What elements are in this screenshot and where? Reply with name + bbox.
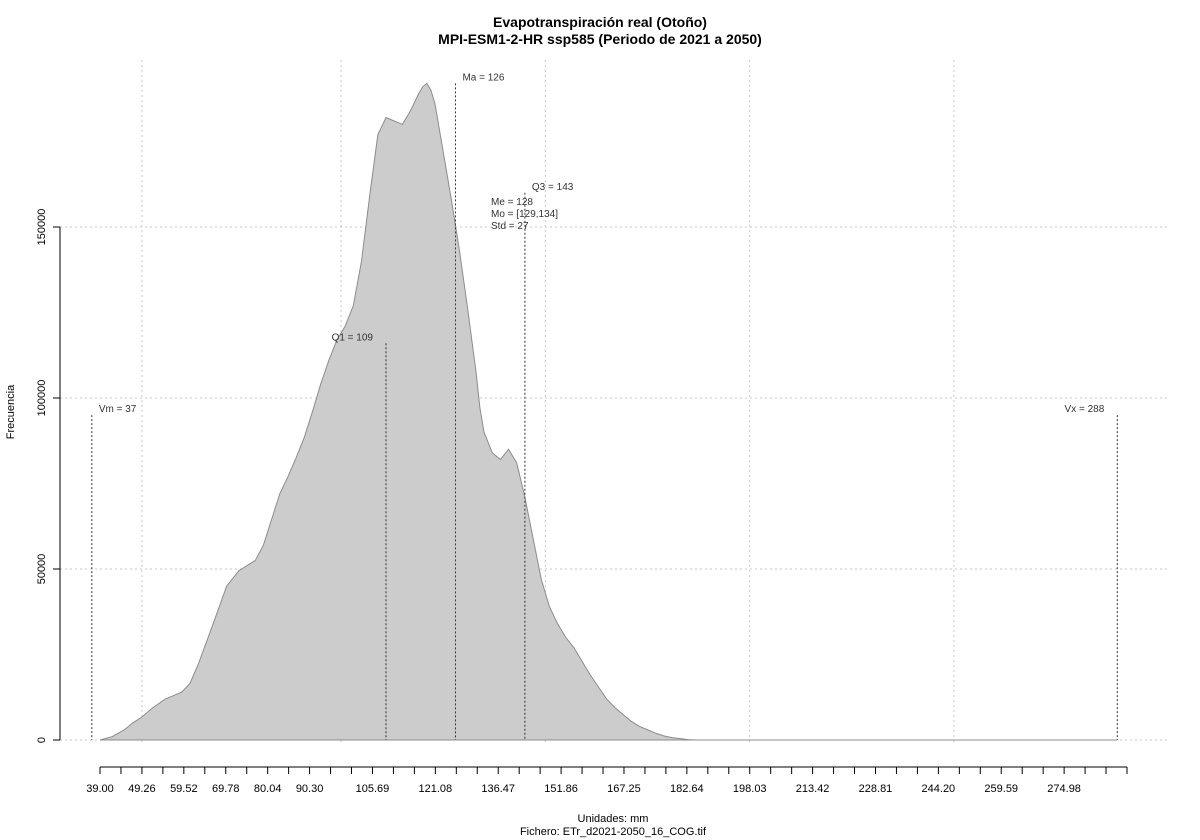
tick-layer: 0 50000 100000 150000 39.00 49.26 59.52 69.78 80…	[36, 209, 1128, 795]
x-tick-label: 136.47	[481, 783, 515, 795]
chart-title: Evapotranspiración real (Otoño)	[493, 14, 707, 30]
y-tick-label: 0	[36, 737, 48, 743]
x-tick-label: 274.98	[1047, 783, 1081, 795]
stat-vline-label: Vm = 37	[99, 404, 137, 415]
stat-vline-label: Q3 = 143	[532, 182, 574, 193]
chart-subtitle: MPI-ESM1-2-HR ssp585 (Periodo de 2021 a …	[438, 31, 762, 47]
x-tick-label: 151.86	[544, 783, 578, 795]
x-axis-label: Unidades: mm	[578, 813, 649, 825]
x-tick-label: 39.00	[86, 783, 114, 795]
y-axis-label: Frecuencia	[5, 384, 17, 439]
x-tick-label: 213.42	[796, 783, 830, 795]
footer-filename: Fichero: ETr_d2021-2050_16_COG.tif	[520, 826, 707, 838]
x-tick-label: 259.59	[984, 783, 1018, 795]
x-tick-label: 121.08	[419, 783, 453, 795]
x-tick-label: 90.30	[296, 783, 324, 795]
stat-vline-label: Ma = 126	[462, 72, 504, 83]
stat-mode: Mo = [129,134]	[491, 209, 558, 220]
x-tick-label: 80.04	[254, 783, 282, 795]
x-tick-label: 228.81	[859, 783, 893, 795]
axis-layer	[59, 227, 1127, 768]
x-tick-label: 182.64	[670, 783, 704, 795]
stats-box: Me = 128 Mo = [129,134] Std = 27	[491, 197, 558, 232]
stat-median: Me = 128	[491, 197, 533, 208]
density-area	[99, 82, 1118, 741]
stat-vline-label: Vx = 288	[1065, 404, 1105, 415]
x-tick-label: 49.26	[128, 783, 156, 795]
x-tick-label: 59.52	[170, 783, 198, 795]
stat-std: Std = 27	[491, 221, 529, 232]
x-tick-label: 69.78	[212, 783, 240, 795]
y-tick-label: 100000	[36, 380, 48, 417]
x-tick-label: 105.69	[356, 783, 390, 795]
stat-vline-label: Q1 = 109	[332, 332, 374, 343]
x-tick-label: 244.20	[922, 783, 956, 795]
vline-layer: Vm = 37 Q1 = 109 Ma = 126 Q3 = 143 Vx = 288	[91, 72, 1118, 740]
y-tick-label: 150000	[36, 209, 48, 246]
y-tick-label: 50000	[36, 554, 48, 585]
x-tick-label: 198.03	[733, 783, 767, 795]
x-tick-label: 167.25	[607, 783, 641, 795]
